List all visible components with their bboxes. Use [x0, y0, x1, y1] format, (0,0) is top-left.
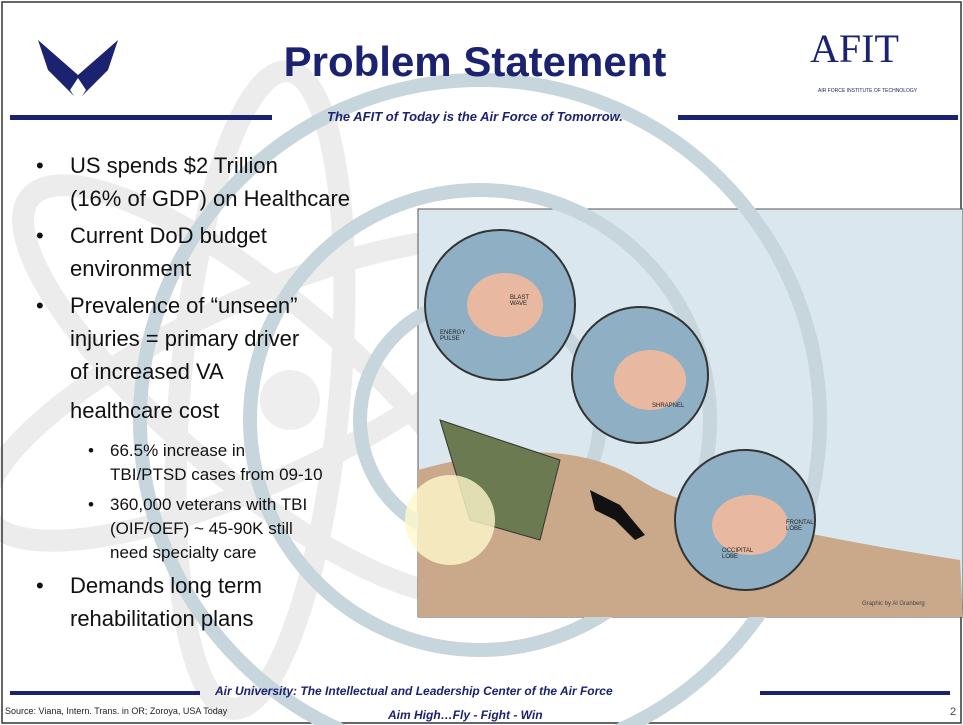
bullet-text: healthcare cost: [70, 398, 219, 424]
logo-text: AFIT: [810, 26, 899, 71]
figure-label: FRONTAL LOBE: [786, 520, 816, 532]
figure-label: SHRAPNEL: [652, 403, 682, 409]
bullet-text: (16% of GDP) on Healthcare: [70, 186, 350, 212]
sub-bullet-text: TBI/PTSD cases from 09-10: [110, 465, 323, 485]
logo-subtext: AIR FORCE INSTITUTE OF TECHNOLOGY: [818, 88, 918, 94]
bullet-text: rehabilitation plans: [70, 606, 253, 632]
source: Source: Viana, Intern. Trans. in OR; Zor…: [5, 706, 227, 716]
figure-label: BLAST WAVE: [510, 295, 540, 307]
sub-bullet-text: (OIF/OEF) ~ 45-90K still: [110, 519, 293, 539]
bullet-marker: •: [36, 153, 44, 179]
title: Problem Statement: [200, 38, 750, 86]
sub-bullet-marker: •: [88, 441, 94, 461]
bullet-text: Current DoD budget: [70, 223, 267, 249]
figure-label: ENERGY PULSE: [440, 330, 470, 342]
bullet-text: of increased VA: [70, 359, 224, 385]
sub-bullet-text: need specialty care: [110, 543, 256, 563]
bullet-marker: •: [36, 573, 44, 599]
bullet-text: environment: [70, 256, 191, 282]
bullet-text: US spends $2 Trillion: [70, 153, 278, 179]
tagline: The AFIT of Today is the Air Force of To…: [270, 109, 680, 124]
page-number: 2: [950, 706, 956, 718]
sub-bullet-text: 360,000 veterans with TBI: [110, 495, 307, 515]
bullet-text: Prevalence of “unseen”: [70, 293, 297, 319]
footer-line: Air University: The Intellectual and Lea…: [215, 684, 613, 698]
bullet-text: injuries = primary driver: [70, 326, 299, 352]
bullet-marker: •: [36, 293, 44, 319]
sub-bullet-text: 66.5% increase in: [110, 441, 245, 461]
slide: AFIT AIR FORCE INSTITUTE OF TECHNOLOGY P…: [0, 0, 963, 725]
figure-credit: Graphic by Al Granberg: [862, 601, 925, 607]
motto: Aim High…Fly - Fight - Win: [388, 708, 543, 722]
bullet-marker: •: [36, 223, 44, 249]
bullet-text: Demands long term: [70, 573, 262, 599]
sub-bullet-marker: •: [88, 495, 94, 515]
figure-label: OCCIPITAL LOBE: [722, 548, 752, 560]
